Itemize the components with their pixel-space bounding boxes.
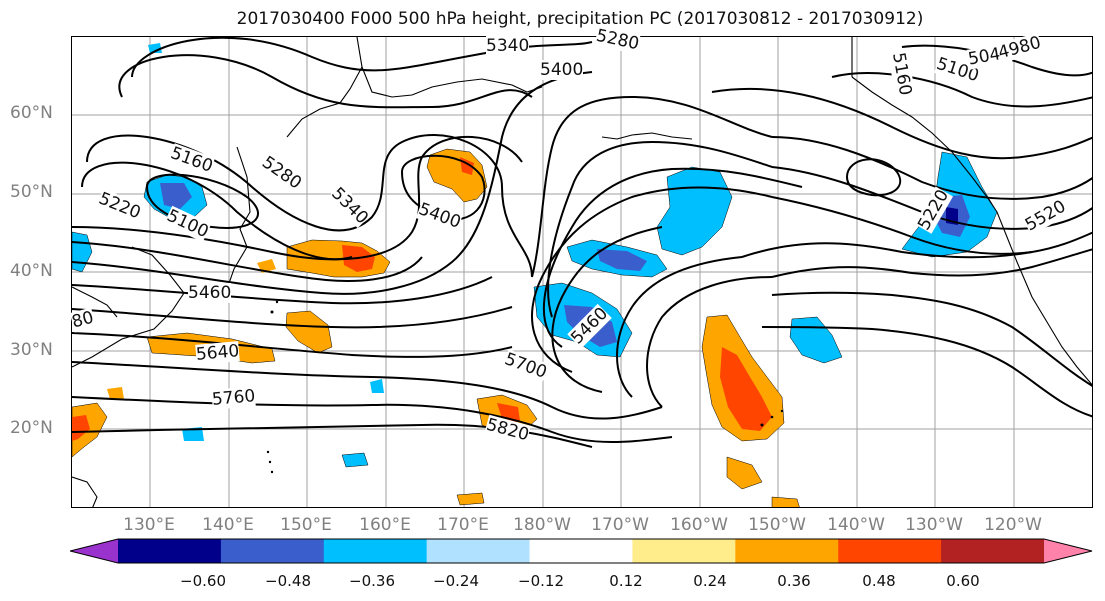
contour-line xyxy=(542,167,803,348)
colorbar-segment xyxy=(426,539,531,563)
contour-line xyxy=(118,54,533,109)
precip-positive xyxy=(456,492,485,506)
precip-shading xyxy=(72,43,998,507)
colorbar-tick-label: −0.12 xyxy=(518,572,564,590)
contour-line xyxy=(72,276,493,305)
lon-label: 160°W xyxy=(670,515,728,535)
lat-label-40n: 40°N xyxy=(10,261,53,281)
colorbar-segment xyxy=(323,539,428,563)
contour-line xyxy=(845,158,902,197)
precip-positive xyxy=(720,347,772,431)
precip-negative xyxy=(341,452,369,468)
contour-line xyxy=(901,44,1092,77)
colorbar-segment xyxy=(838,539,942,563)
contour-line xyxy=(616,256,743,398)
map-canvas xyxy=(72,37,1092,507)
colorbar-tick-label: −0.60 xyxy=(180,572,226,590)
islands xyxy=(266,300,784,474)
colorbar-tick-label: 0.24 xyxy=(693,572,727,590)
coastlines xyxy=(72,37,1092,507)
precip-negative xyxy=(182,427,204,441)
contour-line xyxy=(741,242,1033,259)
lon-label: 150°W xyxy=(748,515,806,535)
colorbar-segment xyxy=(529,539,633,563)
height-contours xyxy=(72,37,1092,448)
colorbar-tick-label: 0.60 xyxy=(946,572,980,590)
contour-line xyxy=(72,423,593,448)
colorbar-segment xyxy=(735,539,839,563)
lon-label: 160°E xyxy=(359,515,411,535)
contour-line xyxy=(531,186,773,373)
lon-label: 150°E xyxy=(280,515,332,535)
contour-line xyxy=(72,306,513,329)
contour-line xyxy=(646,276,773,408)
contour-line xyxy=(72,241,423,282)
lat-label-20n: 20°N xyxy=(10,418,53,438)
precip-positive xyxy=(771,496,800,507)
lat-label-60n: 60°N xyxy=(10,103,53,123)
contour-line xyxy=(72,361,663,420)
map-title: 2017030400 F000 500 hPa height, precipit… xyxy=(236,9,924,29)
colorbar-tick-label: −0.36 xyxy=(349,572,395,590)
contour-line xyxy=(771,196,1092,255)
contour-line xyxy=(81,161,353,261)
contour-line xyxy=(771,136,1092,200)
precip-positive xyxy=(285,310,333,354)
precip-positive xyxy=(107,387,124,399)
lat-label-30n: 30°N xyxy=(10,340,53,360)
colorbar-segment xyxy=(118,539,222,563)
contour-line xyxy=(72,71,593,295)
contour-line xyxy=(400,154,486,221)
lon-label: 120°W xyxy=(984,515,1042,535)
colorbar-extend-low xyxy=(70,539,118,563)
contour-line xyxy=(72,332,513,358)
colorbar-extend-high xyxy=(1044,539,1092,563)
colorbar-tick-label: 0.12 xyxy=(609,572,643,590)
precip-negative xyxy=(370,379,384,393)
lon-label: 170°E xyxy=(437,515,489,535)
precip-negative xyxy=(597,249,647,271)
precip-negative xyxy=(72,231,93,273)
colorbar-tick-label: −0.24 xyxy=(433,572,479,590)
colorbar xyxy=(70,538,1093,564)
precip-positive xyxy=(72,415,90,441)
colorbar-outline xyxy=(70,538,1093,564)
lon-label: 130°E xyxy=(123,515,175,535)
colorbar-tick-label: −0.48 xyxy=(265,572,311,590)
contour-line xyxy=(131,37,593,78)
contour-line xyxy=(711,87,1092,160)
colorbar-tick-label: 0.48 xyxy=(862,572,896,590)
colorbar-segment xyxy=(941,539,1045,563)
colorbar-segment xyxy=(632,539,736,563)
precip-negative xyxy=(160,183,192,209)
lat-label-50n: 50°N xyxy=(10,182,53,202)
lon-label: 140°E xyxy=(202,515,254,535)
colorbar-segment xyxy=(220,539,325,563)
contour-line xyxy=(831,72,1092,108)
contour-line xyxy=(72,396,673,443)
contour-line xyxy=(771,248,1092,278)
precip-negative xyxy=(656,166,733,256)
lon-label: 180°W xyxy=(513,515,571,535)
lon-label: 170°W xyxy=(591,515,649,535)
map-panel[interactable] xyxy=(71,36,1093,508)
precip-negative xyxy=(789,316,843,364)
lon-label: 130°W xyxy=(905,515,963,535)
lon-label: 140°W xyxy=(827,515,885,535)
contour-line xyxy=(531,95,773,278)
contour-line xyxy=(551,226,663,393)
contour-line xyxy=(771,291,1092,387)
colorbar-tick-label: 0.36 xyxy=(777,572,811,590)
precip-positive xyxy=(146,332,276,364)
contour-line xyxy=(761,326,1092,418)
precip-positive xyxy=(726,456,763,490)
graticule xyxy=(72,37,1092,507)
